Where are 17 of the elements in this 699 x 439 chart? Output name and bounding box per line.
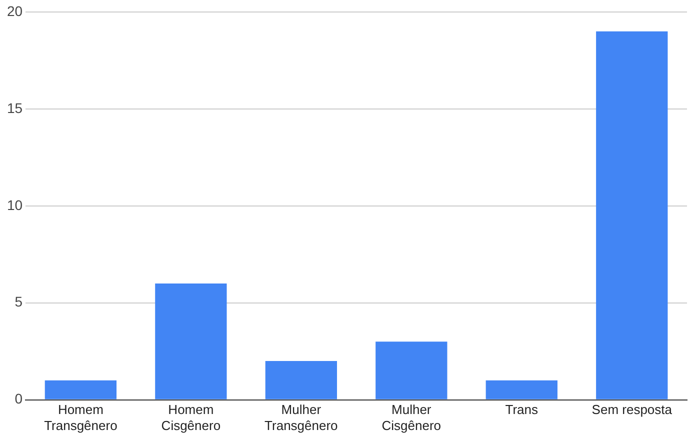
y-tick-label: 5 [14, 294, 23, 310]
bar [265, 361, 337, 400]
y-tick-label: 10 [6, 196, 23, 213]
bar [155, 283, 227, 400]
bar [376, 342, 448, 400]
x-tick-label: Trans [505, 402, 539, 418]
x-tick-label: Sem resposta [592, 402, 673, 418]
x-tick-label: Homem Cisgênero [161, 402, 221, 433]
bar [44, 380, 117, 400]
bar [596, 31, 668, 400]
y-tick-label: 0 [14, 390, 23, 407]
x-tick-label: Homem Transgênero [44, 402, 118, 433]
x-tick-label: Mulher Transgênero [264, 402, 338, 433]
x-tick-label: Mulher Cisgênero [382, 402, 442, 433]
bar [486, 380, 558, 400]
y-tick-label: 15 [6, 100, 23, 116]
y-tick-label: 20 [6, 2, 23, 19]
